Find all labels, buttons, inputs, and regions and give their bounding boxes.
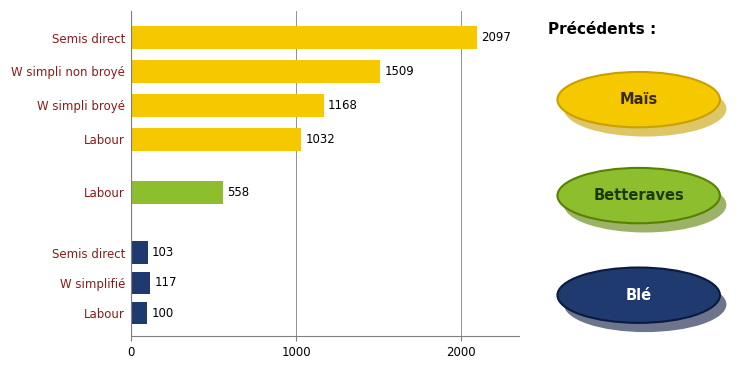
Ellipse shape [557, 268, 720, 323]
Bar [131, 181, 223, 204]
Bar [131, 94, 323, 117]
Ellipse shape [557, 168, 720, 223]
Text: 100: 100 [152, 307, 173, 320]
Bar [131, 128, 301, 151]
Bar [131, 60, 380, 83]
Text: Maïs: Maïs [619, 92, 658, 107]
Ellipse shape [564, 277, 726, 332]
Text: 117: 117 [154, 276, 177, 289]
Bar [131, 241, 148, 264]
Ellipse shape [557, 72, 720, 127]
Bar [131, 26, 477, 49]
Text: 1509: 1509 [384, 65, 414, 78]
Ellipse shape [564, 177, 726, 232]
Bar [131, 272, 150, 294]
Bar [131, 302, 147, 324]
Text: 103: 103 [152, 246, 174, 259]
Ellipse shape [564, 81, 726, 137]
Text: Précédents :: Précédents : [548, 22, 656, 37]
Text: 558: 558 [227, 186, 249, 199]
Text: Betteraves: Betteraves [593, 188, 684, 203]
Text: Blé: Blé [626, 288, 651, 303]
Text: 1168: 1168 [328, 99, 358, 112]
Text: 1032: 1032 [306, 133, 335, 146]
Text: 2097: 2097 [482, 31, 512, 44]
